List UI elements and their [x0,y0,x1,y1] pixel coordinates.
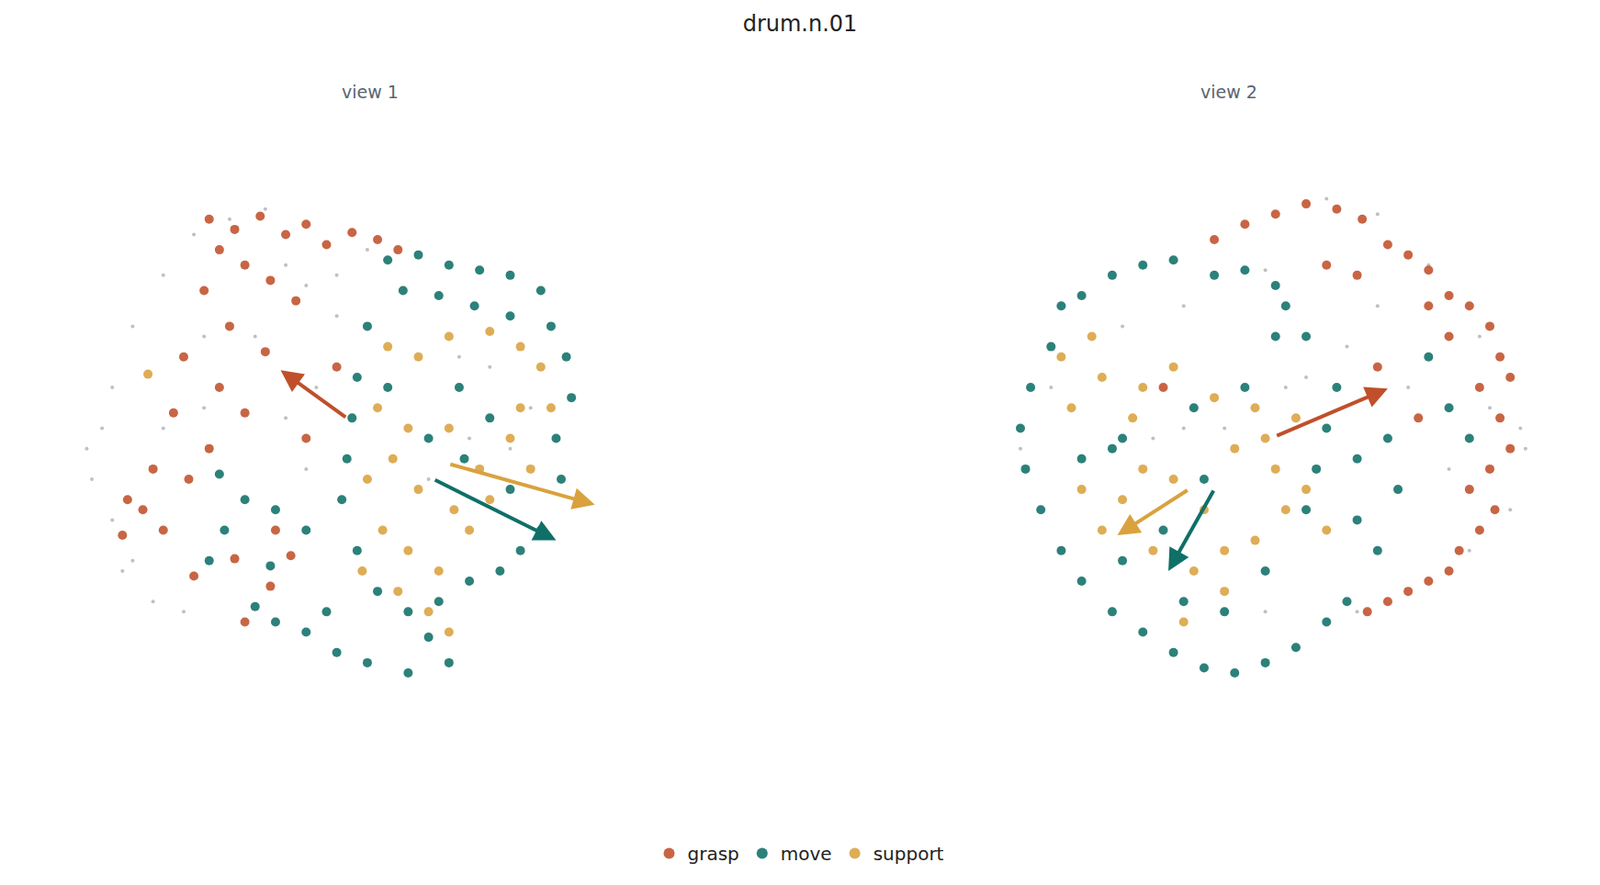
svg-text:support: support [873,843,945,866]
svg-text:move: move [780,843,833,866]
svg-text:drum.n.01: drum.n.01 [743,11,858,37]
svg-text:grasp: grasp [687,843,740,866]
svg-text:view 1: view 1 [341,81,399,102]
svg-text:view 2: view 2 [1200,81,1258,102]
